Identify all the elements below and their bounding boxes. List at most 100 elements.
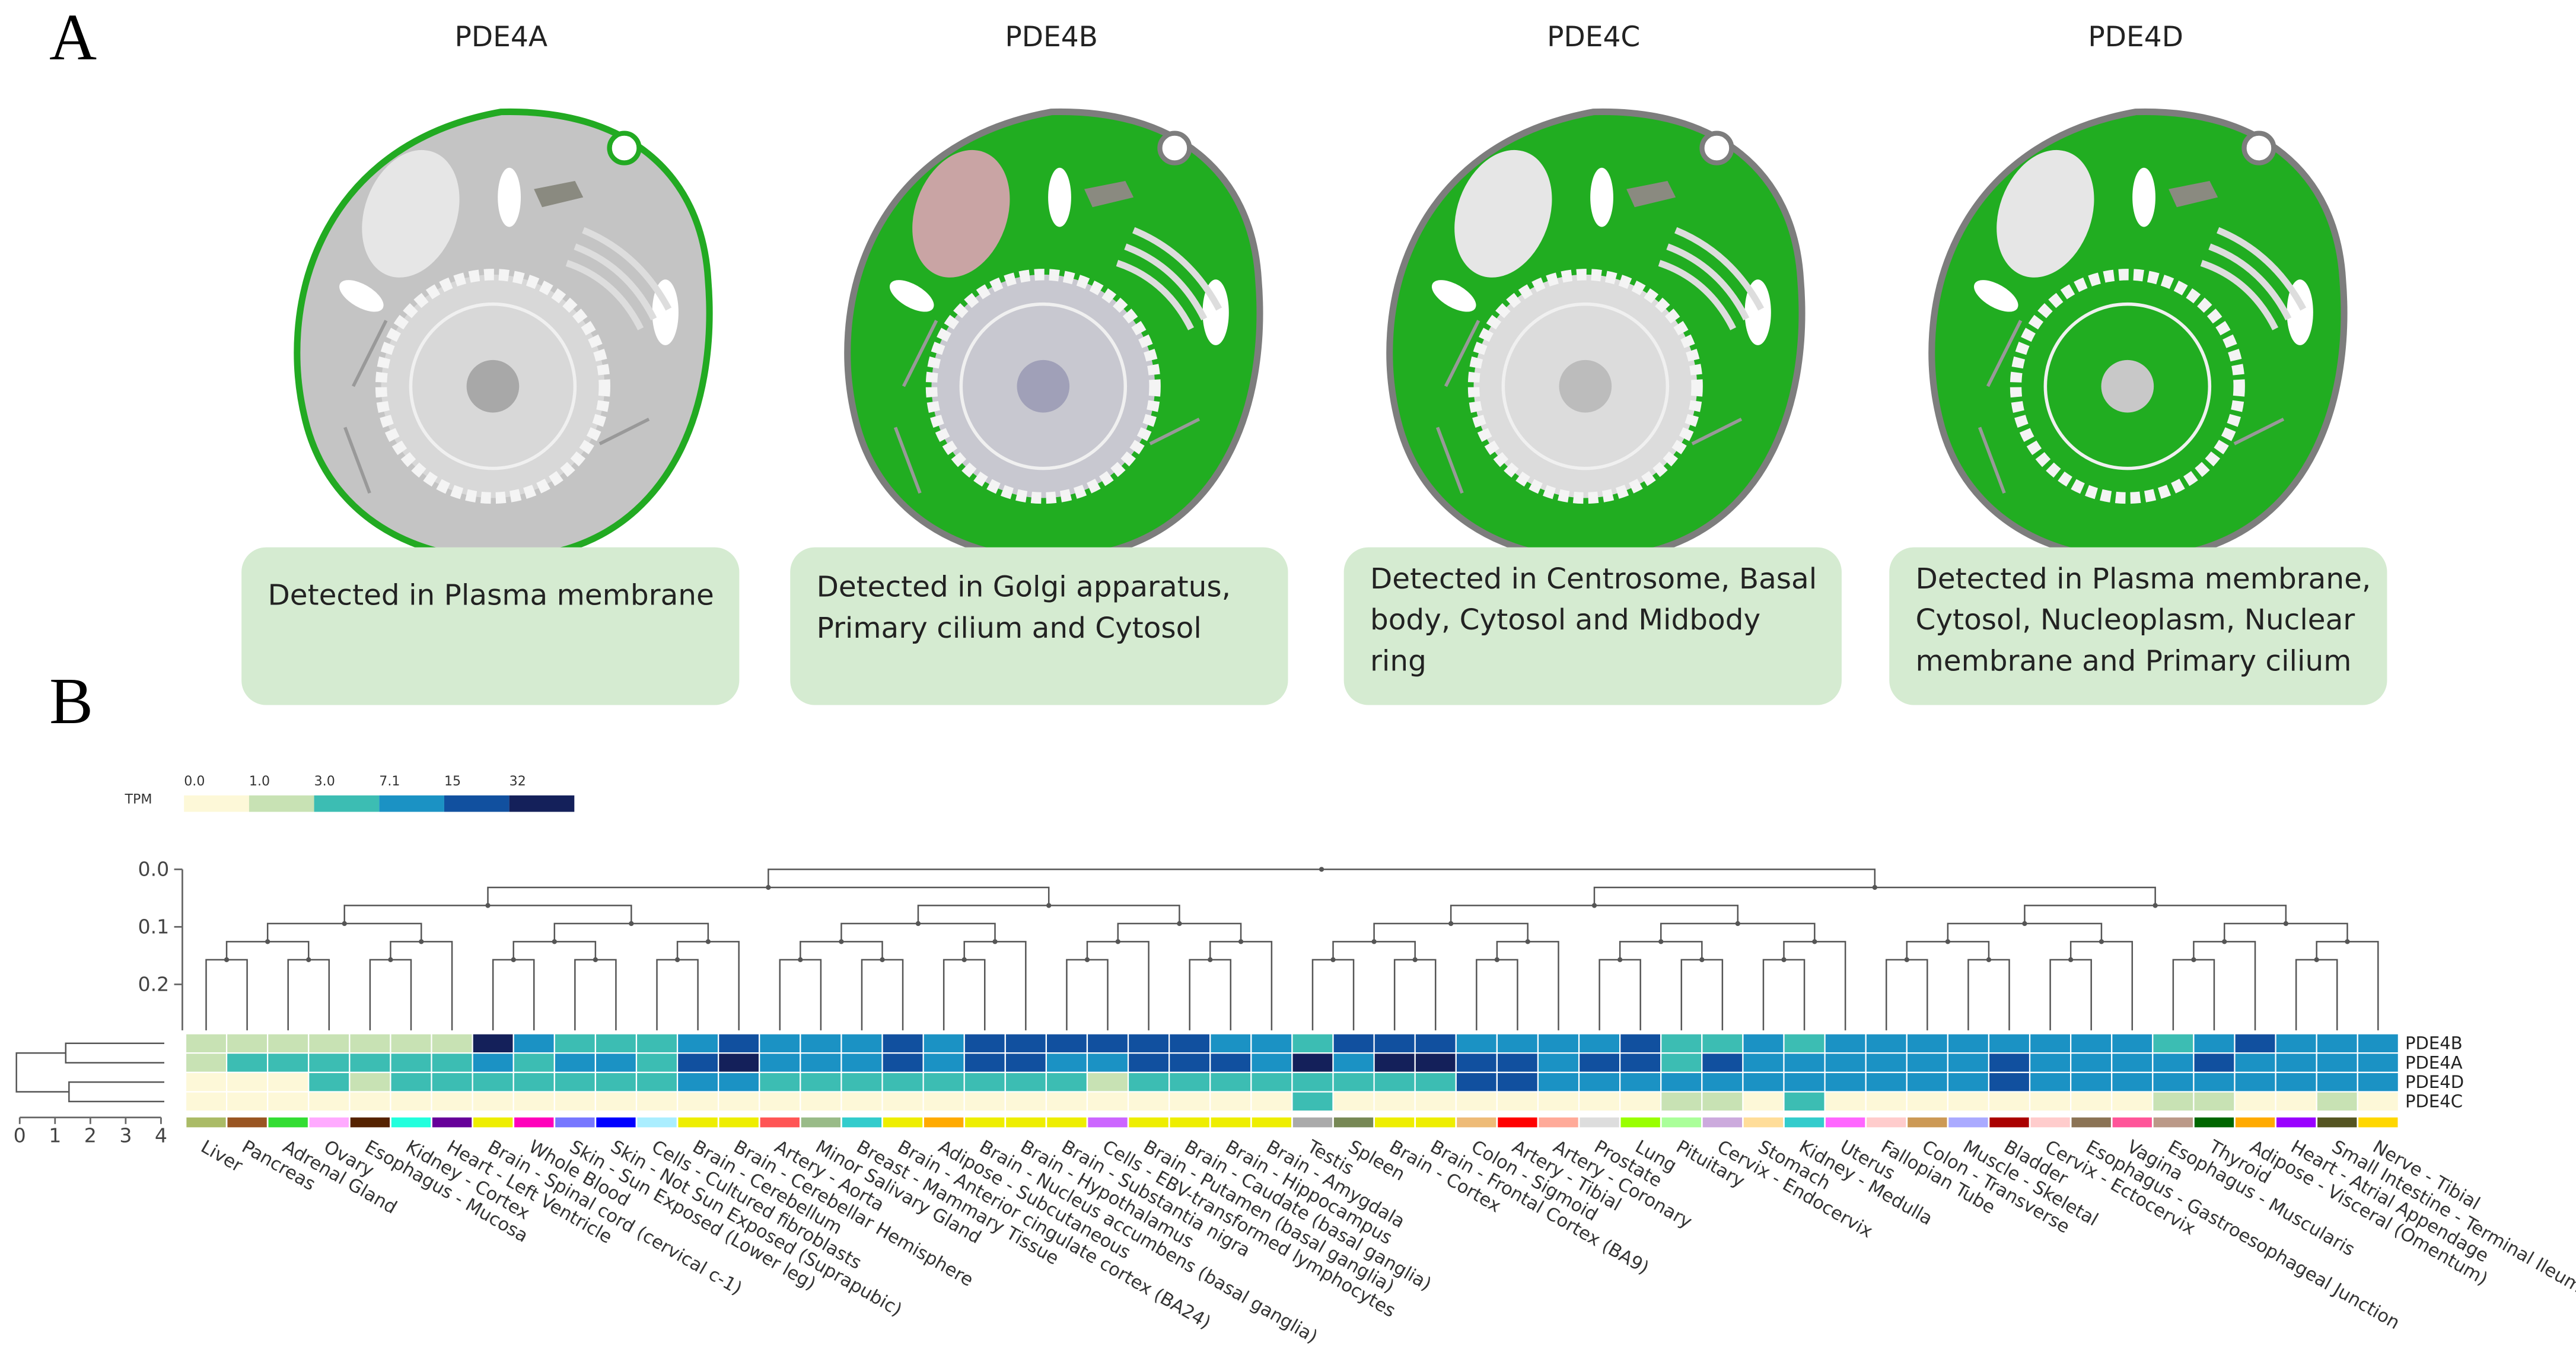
- cell-illustration: [848, 112, 1260, 559]
- dendrogram-branch: [574, 959, 617, 1030]
- heatmap-cell: [2193, 1033, 2236, 1054]
- heatmap-cell: [1578, 1033, 1621, 1054]
- description-box: [1343, 547, 1842, 705]
- tissue-color: [1908, 1117, 1947, 1128]
- cell-title: PDE4C: [1547, 21, 1640, 53]
- description-line: body, Cytosol and Midbody: [1370, 603, 1760, 637]
- heatmap-cell: [553, 1033, 596, 1054]
- heatmap-cell: [1865, 1071, 1908, 1093]
- dendrogram-branch: [1599, 959, 1641, 1030]
- row-label: PDE4D: [2405, 1072, 2464, 1092]
- heatmap-cell: [2029, 1052, 2072, 1073]
- heatmap-cell: [1537, 1091, 1580, 1112]
- heatmap-cell: [963, 1091, 1006, 1112]
- dendrogram-branch: [1450, 905, 1739, 924]
- heatmap-cell: [2316, 1033, 2358, 1054]
- heatmap-cell: [225, 1071, 269, 1093]
- dendrogram-node: [1319, 867, 1324, 872]
- heatmap-cell: [1168, 1033, 1211, 1054]
- dendrogram-branch: [656, 959, 699, 1030]
- heatmap-cell: [1291, 1052, 1334, 1073]
- heatmap-cell: [267, 1052, 310, 1073]
- tissue-color: [1252, 1117, 1292, 1128]
- heatmap-cell: [963, 1033, 1006, 1054]
- heatmap-cell: [1414, 1033, 1457, 1054]
- heatmap-cell: [2152, 1052, 2195, 1073]
- heatmap-cell: [800, 1052, 842, 1073]
- heatmap-cell: [553, 1091, 596, 1112]
- heatmap-cell: [1332, 1091, 1375, 1112]
- dendrogram-branch: [2193, 941, 2256, 1030]
- heatmap-cell: [1291, 1071, 1334, 1093]
- heatmap-cell: [759, 1033, 801, 1054]
- heatmap-cell: [1742, 1071, 1785, 1093]
- heatmap-cell: [1824, 1052, 1867, 1073]
- heatmap-cell: [1168, 1091, 1211, 1112]
- heatmap-cell: [1783, 1033, 1826, 1054]
- dendrogram-branch: [369, 959, 412, 1030]
- tissue-color: [1129, 1117, 1168, 1128]
- heatmap-cell: [1947, 1052, 1990, 1073]
- heatmap-cell: [840, 1033, 883, 1054]
- tissue-color: [678, 1117, 718, 1128]
- heatmap-cell: [718, 1091, 760, 1112]
- heatmap-cell: [431, 1033, 473, 1054]
- dendrogram-branch: [266, 922, 422, 942]
- tissue-color: [760, 1117, 800, 1128]
- tissue-color: [924, 1117, 964, 1128]
- heatmap-cell: [2234, 1052, 2276, 1073]
- heatmap-cell: [1455, 1033, 1498, 1054]
- description-box: [790, 547, 1288, 705]
- description-line: Detected in Centrosome, Basal: [1370, 562, 1817, 596]
- tissue-color: [1948, 1117, 1988, 1128]
- heatmap-cell: [594, 1052, 638, 1073]
- heatmap-cell: [184, 1071, 228, 1093]
- dendrogram-branch: [1885, 959, 1928, 1030]
- heatmap-cell: [2152, 1033, 2195, 1054]
- heatmap-cell: [431, 1091, 473, 1112]
- dendrogram-branch: [343, 905, 632, 924]
- heatmap-cell: [840, 1071, 883, 1093]
- heatmap-cell: [553, 1052, 596, 1073]
- tissue-color: [1292, 1117, 1333, 1128]
- heatmap-cell: [1537, 1071, 1580, 1093]
- heatmap-cell: [2111, 1071, 2154, 1093]
- dendrogram-branch: [963, 941, 1027, 1030]
- heatmap-cell: [2029, 1091, 2072, 1112]
- heatmap-cell: [1168, 1071, 1211, 1093]
- heatmap-cell: [800, 1071, 842, 1093]
- dendrogram-branch: [1967, 959, 2010, 1030]
- tissue-color: [1088, 1117, 1128, 1128]
- heatmap-cell: [1250, 1033, 1293, 1054]
- tissue-color: [2071, 1117, 2111, 1128]
- heatmap-cell: [594, 1071, 638, 1093]
- dendrogram-branch: [1906, 941, 1990, 960]
- heatmap-cell: [635, 1033, 679, 1054]
- heatmap-cell: [390, 1033, 432, 1054]
- heatmap-cell: [1660, 1052, 1703, 1073]
- heatmap-cell: [1414, 1071, 1457, 1093]
- dendrogram-branch: [1332, 941, 1416, 960]
- colorbar-segment: [379, 795, 444, 812]
- cell-illustration: [1390, 112, 1802, 559]
- heatmap-cell: [1947, 1071, 1990, 1093]
- heatmap-cell: [2029, 1033, 2072, 1054]
- tissue-color: [186, 1117, 226, 1128]
- dendrogram-branch: [492, 959, 535, 1030]
- dendrogram-branch: [1660, 922, 1816, 942]
- heatmap-cell: [1578, 1091, 1621, 1112]
- heatmap-cell: [2316, 1071, 2358, 1093]
- heatmap-cell: [594, 1033, 638, 1054]
- heatmap-cell: [1496, 1091, 1539, 1112]
- heatmap-cell: [349, 1052, 391, 1073]
- heatmap-cell: [349, 1091, 391, 1112]
- heatmap-cell: [1291, 1033, 1334, 1054]
- heatmap-cell: [881, 1052, 924, 1073]
- dendrogram-branch: [768, 868, 1876, 887]
- heatmap-cell: [718, 1071, 760, 1093]
- heatmap-cell: [2275, 1071, 2317, 1093]
- heatmap-cell: [2275, 1052, 2317, 1073]
- tissue-color: [1702, 1117, 1743, 1128]
- heatmap-cell: [1209, 1071, 1252, 1093]
